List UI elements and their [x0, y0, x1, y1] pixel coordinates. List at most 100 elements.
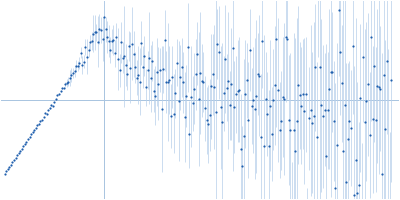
Point [51, 101, 58, 104]
Point [379, 172, 385, 176]
Point [189, 102, 196, 105]
Point [374, 84, 380, 88]
Point [217, 106, 224, 109]
Point [213, 110, 219, 113]
Point [74, 64, 81, 68]
Point [54, 93, 61, 97]
Point [343, 180, 350, 184]
Point [208, 85, 214, 88]
Point [59, 87, 65, 90]
Point [48, 104, 54, 107]
Point [88, 39, 95, 43]
Point [175, 99, 182, 102]
Point [3, 169, 10, 173]
Point [245, 118, 252, 122]
Point [130, 52, 137, 55]
Point [363, 100, 370, 103]
Point [45, 108, 51, 111]
Point [373, 118, 379, 121]
Point [113, 36, 120, 39]
Point [354, 192, 360, 195]
Point [272, 84, 278, 87]
Point [70, 71, 76, 74]
Point [384, 60, 390, 63]
Point [84, 55, 90, 58]
Point [155, 82, 162, 85]
Point [180, 81, 186, 84]
Point [357, 96, 364, 99]
Point [106, 39, 112, 43]
Point [31, 129, 37, 132]
Point [252, 107, 258, 110]
Point [102, 28, 109, 31]
Point [56, 92, 62, 96]
Point [295, 83, 301, 87]
Point [318, 104, 325, 107]
Point [230, 47, 236, 50]
Point [26, 135, 33, 138]
Point [50, 104, 56, 107]
Point [253, 95, 260, 98]
Point [380, 74, 387, 77]
Point [107, 49, 114, 52]
Point [298, 104, 304, 107]
Point [40, 116, 47, 119]
Point [360, 55, 366, 58]
Point [127, 66, 134, 69]
Point [254, 73, 261, 76]
Point [162, 39, 168, 42]
Point [216, 51, 222, 54]
Point [191, 87, 197, 90]
Point [321, 108, 328, 111]
Point [233, 93, 239, 96]
Point [121, 55, 128, 58]
Point [183, 95, 190, 98]
Point [256, 74, 262, 77]
Point [338, 82, 345, 85]
Point [210, 73, 216, 76]
Point [317, 66, 323, 69]
Point [227, 104, 233, 107]
Point [37, 119, 44, 122]
Point [158, 108, 165, 111]
Point [169, 75, 176, 78]
Point [259, 39, 266, 43]
Point [85, 49, 92, 52]
Point [172, 92, 179, 95]
Point [220, 92, 227, 95]
Point [250, 99, 256, 102]
Point [236, 88, 242, 91]
Point [12, 156, 19, 159]
Point [134, 76, 140, 79]
Point [46, 107, 53, 110]
Point [62, 83, 68, 86]
Point [266, 144, 272, 148]
Point [186, 133, 193, 136]
Point [365, 83, 371, 86]
Point [36, 122, 42, 125]
Point [68, 73, 75, 76]
Point [124, 73, 130, 76]
Point [301, 109, 308, 112]
Point [203, 119, 210, 122]
Point [110, 39, 116, 42]
Point [282, 35, 289, 38]
Point [320, 115, 326, 118]
Point [366, 133, 373, 136]
Point [98, 28, 104, 32]
Point [67, 77, 73, 80]
Point [168, 114, 174, 117]
Point [205, 122, 211, 125]
Point [231, 105, 238, 109]
Point [90, 32, 96, 35]
Point [157, 68, 163, 71]
Point [202, 107, 208, 110]
Point [120, 56, 126, 59]
Point [219, 120, 225, 123]
Point [328, 71, 334, 74]
Point [14, 153, 20, 157]
Point [129, 42, 135, 45]
Point [197, 71, 204, 75]
Point [64, 82, 70, 85]
Point [17, 149, 24, 153]
